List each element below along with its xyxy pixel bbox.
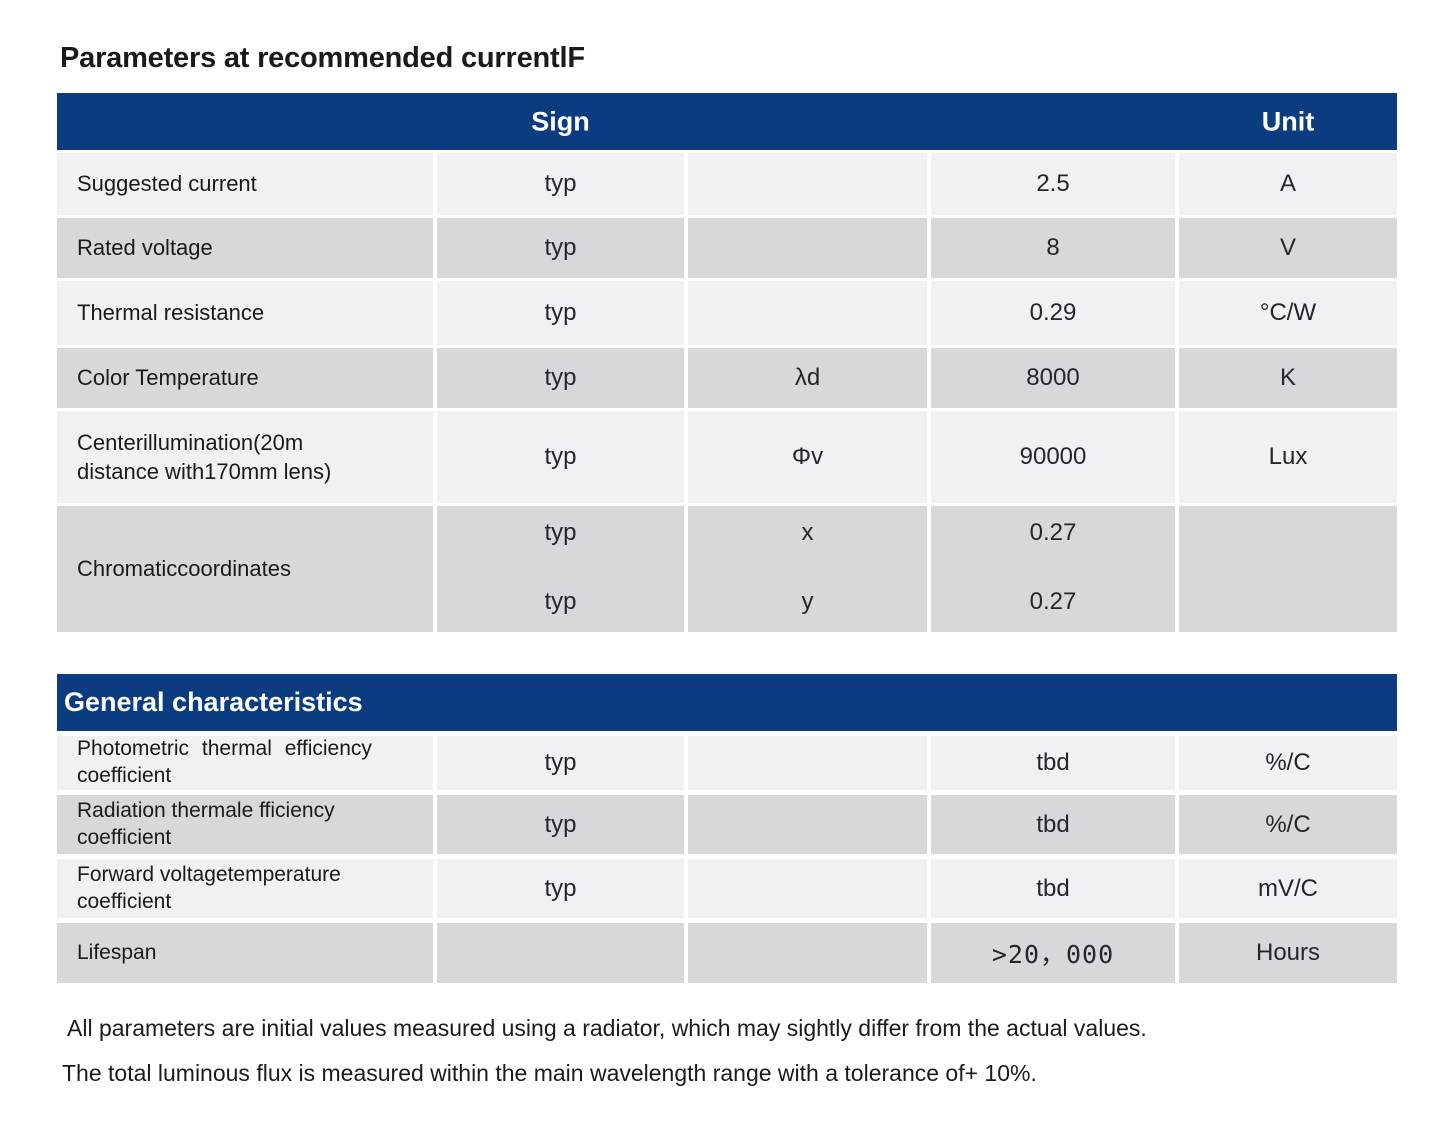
page-title: Parameters at recommended currentlF <box>60 42 585 74</box>
unit-cell: °C/W <box>1179 281 1397 345</box>
value-cell: 2.5 <box>931 153 1175 215</box>
sign-cell: typ <box>437 153 684 215</box>
param-label: Chromaticcoordinates <box>57 506 433 632</box>
unit-cell: V <box>1179 218 1397 278</box>
unit-cell: Lux <box>1179 411 1397 503</box>
value-cell: tbd <box>931 859 1175 918</box>
symbol-cell: x y <box>688 506 927 632</box>
sign-cell: typ <box>437 411 684 503</box>
general-characteristics-table: General characteristics Photometric ther… <box>57 674 1397 983</box>
param-label: Rated voltage <box>57 218 433 278</box>
param-label: Forward voltagetemperature coefficient <box>57 859 433 918</box>
unit-column-header: Unit <box>1261 106 1315 136</box>
value-cell: >20，000 <box>931 923 1175 983</box>
sign-cell: typ <box>437 281 684 345</box>
sign-cell: typ typ <box>437 506 684 632</box>
sign-cell: typ <box>437 218 684 278</box>
param-label: Centerillumination(20m distance with170m… <box>57 411 433 503</box>
param-label: Radiation thermale fficiency coefficient <box>57 795 433 854</box>
symbol-sub-value: x <box>801 519 814 546</box>
value-cell: tbd <box>931 795 1175 854</box>
unit-cell: K <box>1179 348 1397 408</box>
symbol-cell <box>688 923 927 983</box>
parameters-table-header-bar: Sign Unit <box>57 93 1397 150</box>
symbol-cell <box>688 859 927 918</box>
param-label: Color Temperature <box>57 348 433 408</box>
value-cell: 90000 <box>931 411 1175 503</box>
value-cell: tbd <box>931 736 1175 790</box>
value-sub-value: 0.27 <box>1029 519 1077 546</box>
unit-cell: mV/C <box>1179 859 1397 918</box>
general-characteristics-header: General characteristics <box>57 674 1397 731</box>
symbol-cell: λd <box>688 348 927 408</box>
value-cell: 8 <box>931 218 1175 278</box>
unit-cell: %/C <box>1179 795 1397 854</box>
symbol-cell <box>688 281 927 345</box>
footnotes: All parameters are initial values measur… <box>62 1012 1147 1089</box>
sign-cell: typ <box>437 348 684 408</box>
sign-cell: typ <box>437 859 684 918</box>
sign-cell <box>437 923 684 983</box>
param-label: Photometric thermal efficiency coefficie… <box>57 736 433 790</box>
footnote-1: All parameters are initial values measur… <box>67 1015 1147 1041</box>
param-label: Suggested current <box>57 153 433 215</box>
symbol-cell <box>688 218 927 278</box>
unit-cell <box>1179 506 1397 632</box>
value-cell: 8000 <box>931 348 1175 408</box>
value-sub-value: 0.27 <box>1029 588 1077 615</box>
param-label: Thermal resistance <box>57 281 433 345</box>
footnote-2: The total luminous flux is measured with… <box>62 1060 1037 1086</box>
sign-column-header: Sign <box>531 106 590 136</box>
sign-cell: typ <box>437 736 684 790</box>
symbol-cell <box>688 736 927 790</box>
sign-cell: typ <box>437 795 684 854</box>
unit-cell: %/C <box>1179 736 1397 790</box>
value-cell: 0.27 0.27 <box>931 506 1175 632</box>
sign-sub-value: typ <box>544 519 577 546</box>
symbol-sub-value: y <box>801 588 814 615</box>
unit-cell: Hours <box>1179 923 1397 983</box>
symbol-cell <box>688 795 927 854</box>
parameters-table: Sign Unit Suggested current typ 2.5 A Ra… <box>57 93 1397 632</box>
symbol-cell <box>688 153 927 215</box>
unit-cell: A <box>1179 153 1397 215</box>
param-label: Lifespan <box>57 923 433 983</box>
symbol-cell: Φv <box>688 411 927 503</box>
value-cell: 0.29 <box>931 281 1175 345</box>
sign-sub-value: typ <box>544 588 577 615</box>
